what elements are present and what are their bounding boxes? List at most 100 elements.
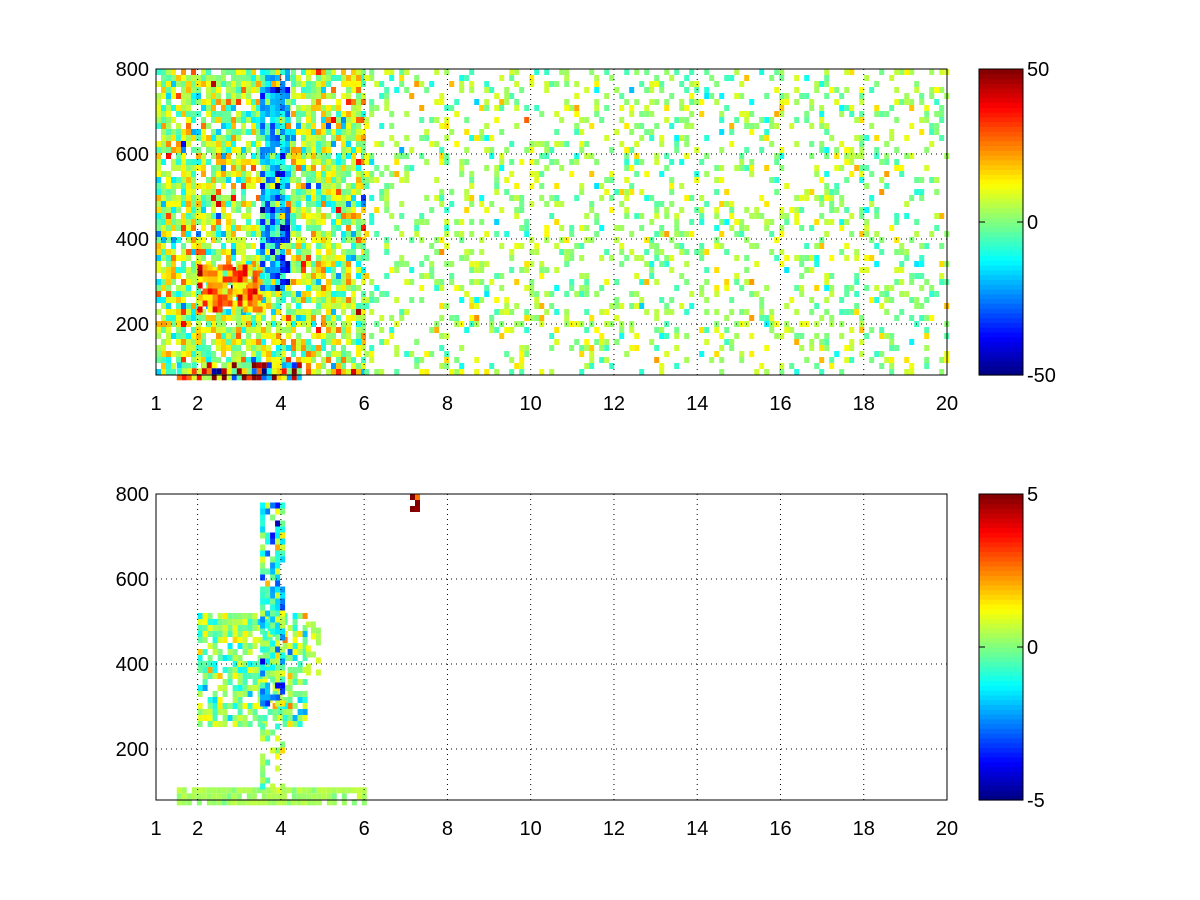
heatmap-cell: [226, 201, 231, 207]
heatmap-cell: [270, 604, 276, 611]
heatmap-cell: [186, 111, 191, 117]
heatmap-cell: [759, 309, 765, 315]
heatmap-cell: [261, 339, 266, 345]
heatmap-cell: [297, 613, 303, 619]
heatmap-cell: [206, 135, 211, 141]
heatmap-cell: [321, 135, 326, 141]
heatmap-cell: [649, 273, 655, 279]
heatmap-cell: [246, 93, 251, 99]
heatmap-cell: [217, 703, 223, 709]
heatmap-cell: [265, 111, 271, 117]
colorbar-swatch: [979, 737, 1023, 744]
heatmap-cell: [609, 363, 615, 369]
heatmap-cell: [217, 631, 223, 637]
heatmap-cell: [326, 249, 331, 255]
heatmap-cell: [929, 69, 935, 75]
heatmap-cell: [364, 75, 370, 81]
heatmap-cell: [196, 99, 201, 105]
heatmap-cell: [256, 147, 261, 153]
heatmap-cell: [302, 613, 308, 619]
heatmap-cell: [196, 315, 201, 321]
heatmap-cell: [226, 153, 231, 159]
heatmap-cell: [331, 273, 336, 279]
heatmap-cell: [252, 667, 258, 673]
heatmap-cell: [226, 111, 231, 117]
heatmap-cell: [384, 99, 390, 105]
heatmap-cell: [171, 207, 176, 213]
heatmap-cell: [729, 201, 735, 207]
heatmap-cell: [242, 721, 248, 727]
heatmap-cell: [404, 153, 410, 159]
heatmap-cell: [321, 303, 326, 309]
heatmap-cell: [241, 129, 246, 135]
heatmap-cell: [519, 225, 525, 231]
heatmap-cell: [161, 231, 166, 237]
heatmap-cell: [336, 123, 341, 129]
heatmap-cell: [554, 81, 560, 87]
heatmap-cell: [336, 315, 341, 321]
heatmap-cell: [769, 249, 775, 255]
heatmap-cell: [252, 673, 258, 679]
heatmap-cell: [399, 177, 405, 183]
heatmap-cell: [544, 231, 550, 237]
heatmap-cell: [226, 147, 231, 153]
heatmap-cell: [265, 123, 271, 129]
plot-frame: [155, 493, 948, 801]
heatmap-cell: [679, 159, 685, 165]
heatmap-cell: [251, 99, 256, 105]
heatmap-cell: [301, 93, 306, 99]
heatmap-cell: [321, 117, 326, 123]
heatmap-cell: [799, 225, 805, 231]
heatmap-cell: [275, 249, 281, 255]
heatmap-cell: [924, 297, 930, 303]
heatmap-cell: [156, 141, 161, 147]
heatmap-cell: [280, 219, 286, 225]
heatmap-cell: [634, 213, 640, 219]
heatmap-cell: [206, 793, 212, 800]
heatmap-cell: [270, 123, 276, 129]
heatmap-cell: [499, 273, 505, 279]
heatmap-cell: [499, 333, 505, 339]
heatmap-cell: [196, 243, 201, 249]
heatmap-cell: [197, 613, 203, 619]
heatmap-cell: [161, 105, 166, 111]
heatmap-cell: [302, 637, 308, 643]
heatmap-cell: [351, 237, 356, 243]
heatmap-cell: [156, 243, 161, 249]
colorbar-swatch: [979, 269, 1023, 276]
heatmap-cell: [854, 165, 860, 171]
heatmap-cell: [201, 135, 206, 141]
heatmap-cell: [331, 243, 336, 249]
heatmap-cell: [186, 141, 191, 147]
heatmap-cell: [361, 321, 366, 327]
heatmap-cell: [351, 111, 356, 117]
heatmap-cell: [744, 225, 750, 231]
heatmap-cell: [181, 339, 186, 345]
heatmap-cell: [624, 159, 630, 165]
colorbar-swatch: [979, 69, 1023, 75]
heatmap-cell: [161, 339, 166, 345]
heatmap-cell: [265, 532, 271, 539]
heatmap-cell: [659, 249, 665, 255]
heatmap-cell: [212, 631, 218, 637]
heatmap-cell: [409, 93, 415, 99]
heatmap-cell: [171, 87, 176, 93]
heatmap-cell: [275, 658, 281, 665]
heatmap-cell: [296, 345, 301, 351]
heatmap-cell: [774, 123, 780, 129]
heatmap-cell: [266, 787, 272, 794]
heatmap-cell: [306, 315, 311, 321]
heatmap-cell: [419, 369, 425, 375]
colorbar-swatch: [979, 169, 1023, 175]
heatmap-cell: [202, 649, 208, 655]
heatmap-cell: [331, 345, 336, 351]
heatmap-cell: [326, 357, 331, 363]
heatmap-cell: [894, 99, 900, 105]
heatmap-cell: [914, 219, 920, 225]
heatmap-cell: [459, 159, 465, 165]
heatmap-cell: [297, 679, 303, 685]
x-tick-label: 14: [686, 818, 708, 840]
heatmap-cell: [246, 219, 251, 225]
heatmap-cell: [176, 787, 182, 794]
heatmap-cell: [301, 357, 306, 363]
